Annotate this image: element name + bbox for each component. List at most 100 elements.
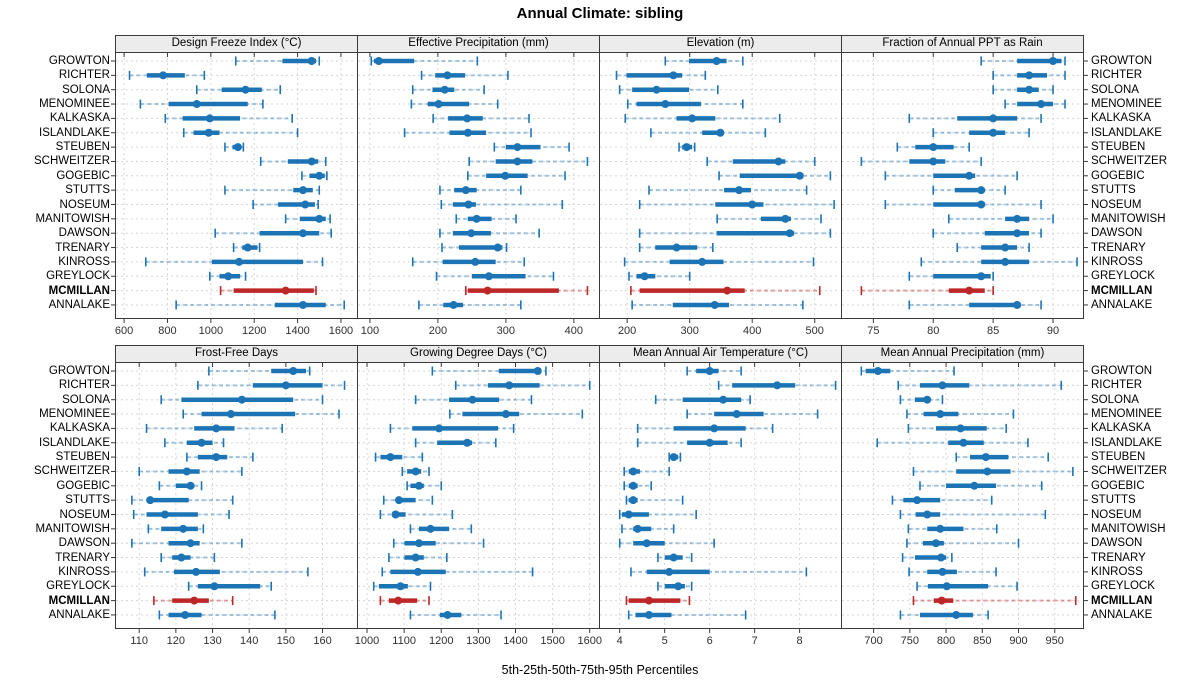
median-dot bbox=[665, 567, 674, 576]
panel-header: Mean Annual Precipitation (mm) bbox=[841, 345, 1084, 363]
median-dot bbox=[315, 171, 324, 180]
panel-frame bbox=[599, 362, 842, 629]
median-dot bbox=[781, 214, 790, 223]
median-dot bbox=[929, 157, 938, 166]
median-dot bbox=[931, 539, 940, 548]
median-dot bbox=[624, 510, 633, 519]
median-dot bbox=[642, 539, 651, 548]
median-dot bbox=[177, 553, 186, 562]
x-tick-label: 1600 bbox=[577, 635, 602, 647]
site-label-left: MENOMINEE bbox=[39, 98, 110, 111]
median-dot bbox=[712, 57, 721, 65]
site-label-left: STEUBEN bbox=[55, 451, 110, 464]
site-label-right: SOLONA bbox=[1091, 83, 1139, 96]
median-dot bbox=[936, 410, 945, 419]
x-tick-label: 5 bbox=[661, 635, 668, 647]
median-dot bbox=[644, 610, 653, 619]
median-dot bbox=[970, 481, 979, 490]
median-dot bbox=[977, 200, 986, 209]
site-label-left: RICHTER bbox=[58, 379, 110, 392]
median-dot bbox=[307, 57, 316, 65]
x-tick-label: 1400 bbox=[503, 635, 528, 647]
site-label-right: GREYLOCK bbox=[1091, 270, 1155, 283]
median-dot bbox=[212, 453, 221, 462]
x-tick-label: 160 bbox=[313, 635, 332, 647]
site-label-left: SCHWEITZER bbox=[33, 155, 110, 168]
median-dot bbox=[710, 424, 719, 433]
median-dot bbox=[989, 128, 998, 137]
panel-header: Frost-Free Days bbox=[115, 345, 358, 363]
site-label-left: GOGEBIC bbox=[56, 169, 110, 182]
x-tick-label: 75 bbox=[867, 325, 880, 337]
median-dot bbox=[449, 300, 458, 309]
median-dot bbox=[190, 596, 199, 605]
site-label-right: KINROSS bbox=[1091, 565, 1143, 578]
median-dot bbox=[942, 582, 951, 591]
median-dot bbox=[160, 510, 169, 519]
median-dot bbox=[281, 286, 290, 295]
median-dot bbox=[785, 229, 794, 238]
median-dot bbox=[1025, 85, 1034, 94]
x-tick-label: 4 bbox=[616, 635, 623, 647]
site-label-left: MENOMINEE bbox=[39, 408, 110, 421]
panel-frame bbox=[115, 52, 358, 319]
x-tick-label: 400 bbox=[743, 325, 762, 337]
median-dot bbox=[688, 114, 697, 123]
site-label-left: ISLANDLAKE bbox=[39, 436, 110, 449]
x-tick-label: 150 bbox=[276, 635, 296, 647]
median-dot bbox=[1001, 257, 1010, 266]
median-dot bbox=[633, 524, 642, 533]
site-label-left: STEUBEN bbox=[55, 141, 110, 154]
site-label-right: TRENARY bbox=[1091, 551, 1146, 564]
site-label-right: GROWTON bbox=[1091, 365, 1153, 377]
site-label-left: GROWTON bbox=[48, 365, 110, 377]
site-label-right: ISLANDLAKE bbox=[1091, 436, 1162, 449]
median-dot bbox=[464, 200, 473, 209]
median-dot bbox=[179, 524, 188, 533]
median-dot bbox=[159, 71, 168, 80]
site-label-right: NOSEUM bbox=[1091, 198, 1142, 211]
median-dot bbox=[484, 272, 493, 281]
median-dot bbox=[443, 71, 452, 80]
site-label-right: STUTTS bbox=[1091, 184, 1136, 197]
x-tick-label: 6 bbox=[706, 635, 713, 647]
x-tick-label: 120 bbox=[166, 635, 186, 647]
median-dot bbox=[394, 496, 403, 505]
median-dot bbox=[672, 243, 681, 252]
x-tick-label: 600 bbox=[114, 325, 134, 337]
median-dot bbox=[629, 467, 638, 476]
median-dot bbox=[705, 367, 714, 375]
median-dot bbox=[732, 410, 741, 419]
median-dot bbox=[411, 553, 420, 562]
site-label-right: MCMILLAN bbox=[1091, 284, 1153, 297]
median-dot bbox=[1025, 71, 1034, 80]
x-tick-label: 7 bbox=[751, 635, 758, 647]
median-dot bbox=[913, 496, 922, 505]
site-label-left: ANNALAKE bbox=[48, 608, 110, 621]
panel-frame bbox=[599, 52, 842, 319]
median-dot bbox=[873, 367, 882, 375]
site-label-left: DAWSON bbox=[58, 537, 110, 550]
median-dot bbox=[146, 496, 155, 505]
median-dot bbox=[226, 410, 235, 419]
x-tick-label: 800 bbox=[936, 635, 956, 647]
median-dot bbox=[467, 229, 476, 238]
median-dot bbox=[716, 128, 725, 137]
median-dot bbox=[956, 424, 965, 433]
site-label-right: SCHWEITZER bbox=[1091, 465, 1168, 478]
median-dot bbox=[795, 171, 804, 180]
site-label-right: ANNALAKE bbox=[1091, 608, 1153, 621]
site-label-right: ISLANDLAKE bbox=[1091, 126, 1162, 139]
median-dot bbox=[644, 596, 653, 605]
median-dot bbox=[1013, 229, 1022, 238]
median-dot bbox=[396, 582, 405, 591]
site-label-right: MANITOWISH bbox=[1091, 522, 1166, 535]
median-dot bbox=[501, 171, 510, 180]
site-label-right: NOSEUM bbox=[1091, 508, 1142, 521]
median-dot bbox=[182, 467, 191, 476]
x-tick-label: 750 bbox=[900, 635, 919, 647]
site-label-left: SOLONA bbox=[62, 83, 110, 96]
median-dot bbox=[461, 186, 470, 195]
median-dot bbox=[723, 286, 732, 295]
median-dot bbox=[493, 243, 502, 252]
